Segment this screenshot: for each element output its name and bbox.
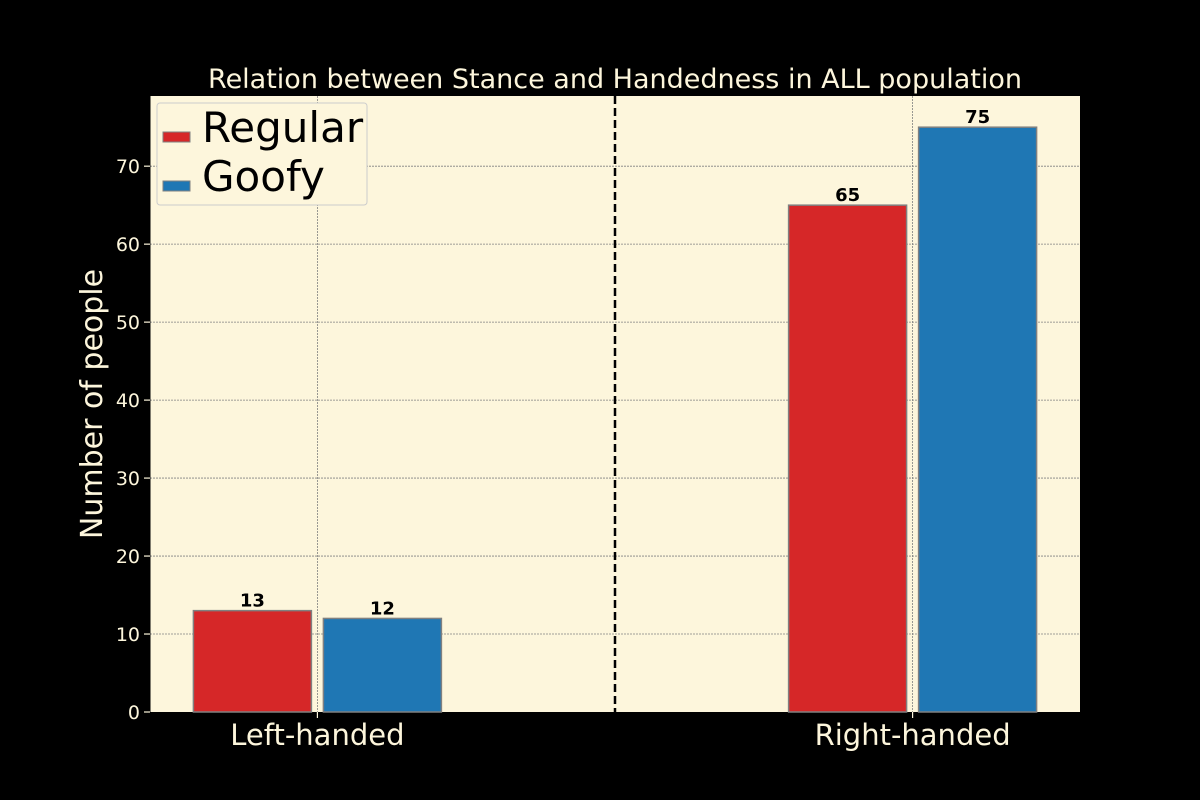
value-label: 13	[240, 591, 265, 612]
y-tick-label: 10	[116, 624, 140, 646]
legend-swatch-goofy	[162, 180, 191, 192]
chart-title: Relation between Stance and Handedness i…	[208, 64, 1022, 95]
bar-regular-right-handed	[787, 204, 908, 713]
y-tick-label: 20	[116, 546, 140, 568]
y-axis-label: Number of people	[75, 269, 110, 539]
x-tick-label: Right-handed	[815, 718, 1011, 752]
bar-goofy-right-handed	[917, 126, 1038, 713]
x-tick-label: Left-handed	[230, 718, 404, 752]
y-tick-label: 50	[116, 312, 140, 334]
y-tick-label: 40	[116, 390, 140, 412]
legend-box	[156, 102, 368, 206]
legend-swatch-regular	[162, 131, 191, 143]
y-tick-label: 70	[116, 156, 140, 178]
value-label: 75	[965, 107, 990, 128]
y-tick-label: 0	[128, 702, 140, 724]
y-tick-label: 60	[116, 234, 140, 256]
bars	[192, 126, 1038, 713]
value-labels: 13 12 65 75	[240, 107, 990, 619]
bar-goofy-left-handed	[322, 617, 443, 713]
value-label: 65	[835, 185, 860, 206]
y-tick-label: 30	[116, 468, 140, 490]
bar-regular-left-handed	[192, 609, 313, 713]
legend-label-goofy: Goofy	[202, 152, 325, 201]
axes: 0 10 20 30 40 50 60 70 Left-handed Right-handed	[116, 96, 1011, 752]
legend-label-regular: Regular	[202, 103, 364, 152]
value-label: 12	[370, 598, 395, 619]
